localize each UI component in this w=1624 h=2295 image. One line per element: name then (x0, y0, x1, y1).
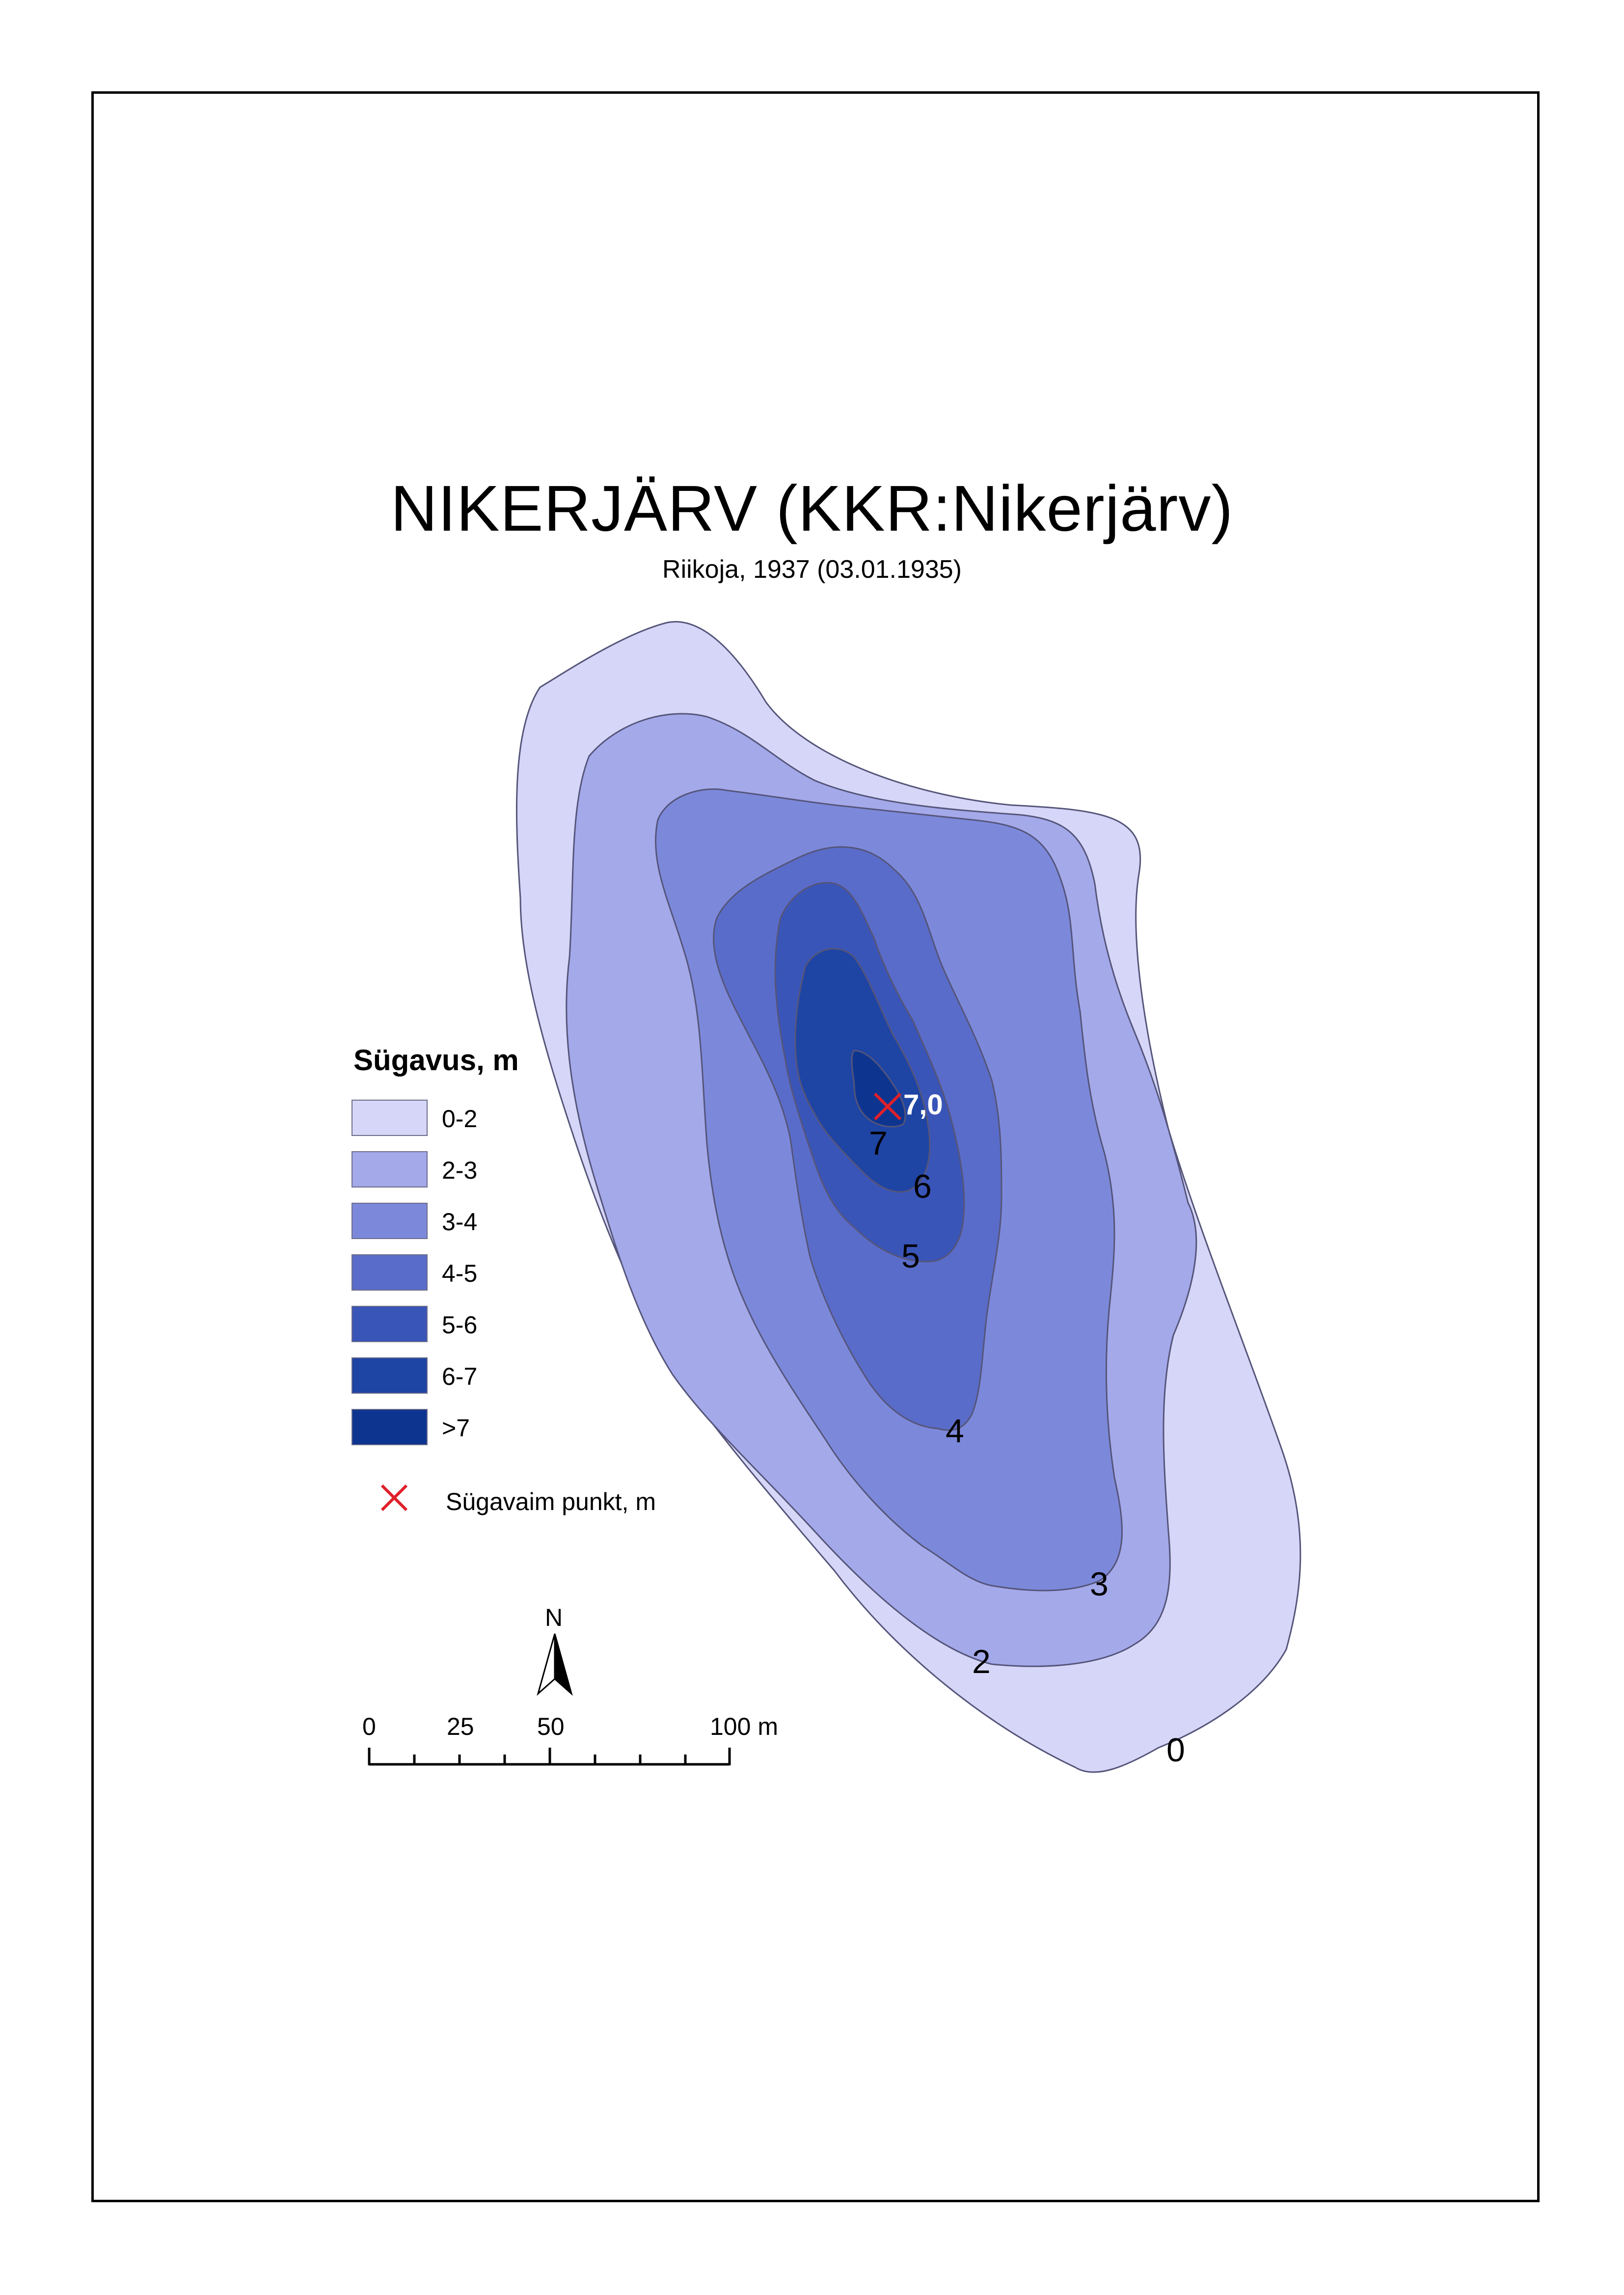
map-title: NIKERJÄRV (KKR:Nikerjärv) (390, 472, 1234, 544)
deepest-point-legend-label: Sügavaim punkt, m (446, 1488, 656, 1515)
legend-label-6-7: 6-7 (442, 1363, 478, 1390)
contour-label-3: 3 (1090, 1566, 1109, 1603)
north-arrow-label: N (545, 1604, 563, 1631)
scale-label-0: 0 (362, 1713, 376, 1740)
legend-label-deeper-than-7: >7 (442, 1414, 470, 1442)
deepest-point-value: 7,0 (903, 1089, 943, 1121)
legend-title: Sügavus, m (353, 1044, 519, 1077)
legend-swatch-0-2 (352, 1100, 428, 1136)
legend-swatch-3-4 (352, 1203, 428, 1239)
scale-label-100m: 100 m (710, 1713, 778, 1740)
scale-bar (368, 1748, 731, 1766)
legend-swatch-5-6 (352, 1306, 428, 1342)
contour-label-6: 6 (913, 1168, 932, 1205)
deepest-point-marker (873, 1092, 902, 1121)
scale-label-25: 25 (447, 1713, 474, 1740)
legend-label-0-2: 0-2 (442, 1105, 478, 1133)
contour-label-0: 0 (1166, 1731, 1185, 1769)
depth-zone-deeper-than-7 (851, 1050, 906, 1128)
legend-swatch-2-3 (352, 1151, 428, 1188)
legend-label-5-6: 5-6 (442, 1311, 478, 1339)
legend-label-3-4: 3-4 (442, 1208, 478, 1236)
legend-swatch-6-7 (352, 1357, 428, 1394)
legend-label-2-3: 2-3 (442, 1157, 478, 1184)
contour-label-7: 7 (869, 1125, 888, 1162)
legend-swatch-deeper-than-7 (352, 1409, 428, 1445)
contour-label-4: 4 (946, 1412, 964, 1450)
legend-label-4-5: 4-5 (442, 1260, 478, 1287)
contour-label-2: 2 (972, 1643, 991, 1680)
scale-label-50: 50 (537, 1713, 565, 1740)
north-arrow-icon (537, 1633, 573, 1696)
map-subtitle: Riikoja, 1937 (03.01.1935) (662, 555, 962, 584)
map-frame (91, 91, 1540, 2202)
legend-swatch-4-5 (352, 1254, 428, 1291)
contour-label-5: 5 (901, 1238, 920, 1275)
deepest-point-legend-icon (380, 1484, 408, 1512)
